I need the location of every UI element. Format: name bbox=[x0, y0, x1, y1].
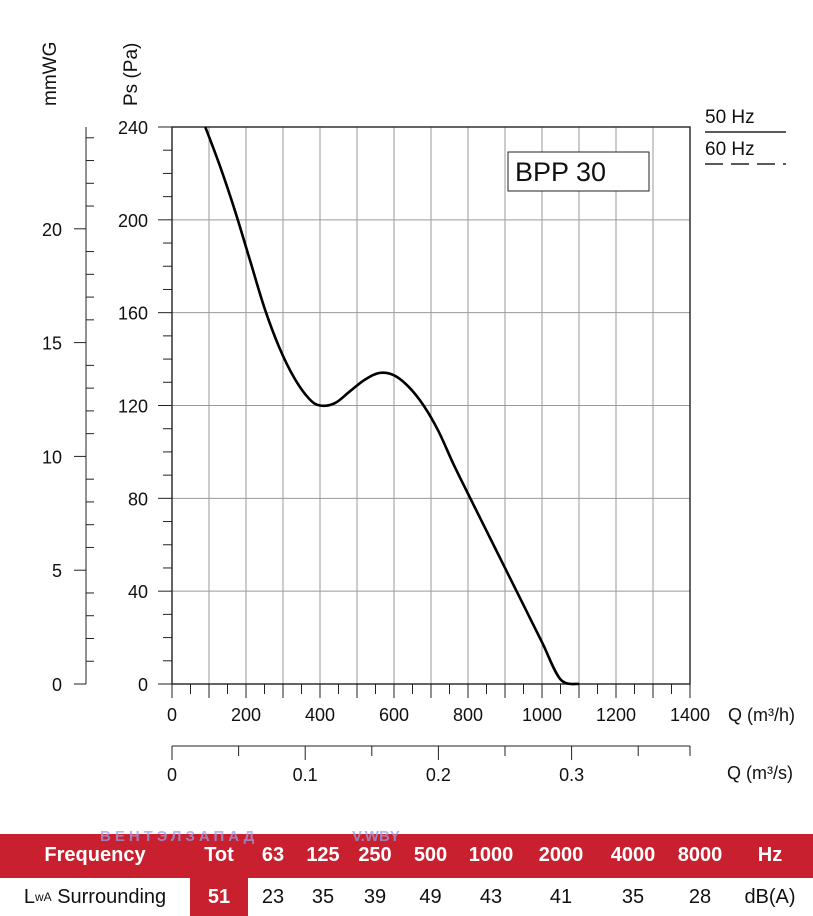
x-tick-label: 1000 bbox=[522, 705, 562, 725]
y-tick-label: 40 bbox=[128, 582, 148, 602]
frequency-label: Frequency bbox=[44, 843, 146, 866]
m3s-tick-label: 0 bbox=[167, 765, 177, 785]
x-tick-label: 600 bbox=[379, 705, 409, 725]
lwa-subscript: wA bbox=[34, 890, 52, 904]
lwa-symbol: L bbox=[23, 885, 35, 908]
sound-value-cell: 43 bbox=[479, 885, 503, 908]
model-label-box bbox=[507, 151, 650, 192]
frequency-cell: 125 bbox=[306, 843, 340, 866]
sound-value-cell: 35 bbox=[621, 885, 645, 908]
sound-value-cell: dB(A) bbox=[744, 885, 796, 908]
x-tick-label: 800 bbox=[453, 705, 483, 725]
mmwg-tick-label: 15 bbox=[42, 334, 62, 354]
chart-curves bbox=[204, 126, 580, 686]
m3s-tick-label: 0.1 bbox=[293, 765, 318, 785]
legend-label: 60 Hz bbox=[705, 139, 755, 160]
total-value-cell: 51 bbox=[190, 878, 248, 916]
x-tick-label: 400 bbox=[305, 705, 335, 725]
y-tick-label: 160 bbox=[118, 304, 148, 324]
chart-title: BPP 30 bbox=[515, 157, 606, 187]
surrounding-word: Surrounding bbox=[57, 885, 167, 908]
sound-value-cell: 23 bbox=[261, 885, 285, 908]
m3s-tick-label: 0.2 bbox=[426, 765, 451, 785]
chart-grid bbox=[172, 127, 690, 684]
chart-axes bbox=[74, 126, 691, 760]
x-tick-label: 1200 bbox=[596, 705, 636, 725]
frequency-cell: 2000 bbox=[538, 843, 584, 866]
curve-50hz bbox=[204, 126, 580, 686]
x-tick-label: 200 bbox=[231, 705, 261, 725]
frequency-cell: Hz bbox=[757, 843, 783, 866]
sound-value-cell: 39 bbox=[363, 885, 387, 908]
y-axis-title: Ps (Pa) bbox=[121, 43, 142, 106]
sound-value-cell: 28 bbox=[688, 885, 712, 908]
y-tick-label: 240 bbox=[118, 118, 148, 138]
frequency-cell: 63 bbox=[261, 843, 285, 866]
watermark-text: ВЕНТЭЛЗАПАД bbox=[100, 828, 259, 845]
m3s-tick-label: 0.3 bbox=[559, 765, 584, 785]
sound-power-table: ВЕНТЭЛЗАПАД V.WBY Frequency Tot 63 125 250 5… bbox=[0, 828, 813, 916]
sound-value-cell: 41 bbox=[549, 885, 573, 908]
frequency-cell: 500 bbox=[413, 843, 448, 866]
mmwg-tick-label: 0 bbox=[52, 675, 62, 695]
y-tick-label: 120 bbox=[118, 397, 148, 417]
sound-value-cell: 35 bbox=[311, 885, 335, 908]
frequency-cell: 1000 bbox=[468, 843, 514, 866]
y-tick-label: 200 bbox=[118, 211, 148, 231]
frequency-cell: 250 bbox=[358, 843, 392, 866]
legend-label: 50 Hz bbox=[705, 107, 755, 128]
mmwg-tick-label: 20 bbox=[42, 220, 62, 240]
frequency-cell: Tot bbox=[204, 843, 234, 866]
watermark-text-2: V.WBY bbox=[352, 828, 400, 845]
frequency-cell: 4000 bbox=[610, 843, 656, 866]
sound-value-cell: 49 bbox=[419, 885, 442, 908]
frequency-row: ВЕНТЭЛЗАПАД V.WBY Frequency Tot 63 125 250 5… bbox=[0, 828, 813, 876]
mmwg-axis-title: mmWG bbox=[40, 42, 61, 106]
x-tick-label: 1400 bbox=[670, 705, 710, 725]
y-tick-label: 80 bbox=[128, 489, 148, 509]
y-tick-label: 0 bbox=[138, 675, 148, 695]
x-axis-title: Q (m³/h) bbox=[728, 705, 795, 725]
x-tick-label: 0 bbox=[167, 705, 177, 725]
mmwg-tick-label: 10 bbox=[42, 447, 62, 467]
m3s-axis-title: Q (m³/s) bbox=[727, 763, 793, 783]
frequency-cell: 8000 bbox=[677, 843, 723, 866]
mmwg-tick-label: 5 bbox=[52, 561, 62, 581]
